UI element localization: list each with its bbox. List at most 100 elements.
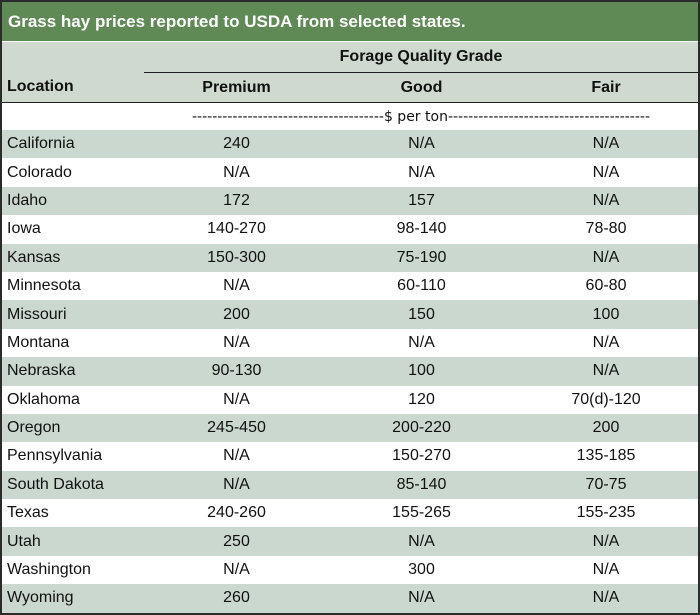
good-cell: 150	[329, 300, 514, 329]
table-body: --------------------------------------$ …	[2, 102, 698, 613]
unit-label: --------------------------------------$ …	[144, 102, 698, 130]
good-column-header: Good	[329, 72, 514, 103]
forage-quality-grade-header: Forage Quality Grade	[144, 42, 698, 73]
premium-cell: N/A	[144, 442, 329, 471]
fair-cell: 200	[514, 413, 698, 443]
fair-cell: N/A	[514, 186, 698, 216]
table-row: California 240 N/A N/A	[2, 130, 698, 159]
table-row: Kansas 150-300 75-190 N/A	[2, 243, 698, 272]
location-cell: Utah	[2, 527, 144, 556]
unit-label-text: --------------------------------------$ …	[191, 108, 651, 125]
premium-cell: 140-270	[144, 215, 329, 244]
fair-cell: N/A	[514, 527, 698, 556]
unit-row: --------------------------------------$ …	[2, 102, 698, 130]
good-cell: N/A	[329, 527, 514, 556]
premium-cell: N/A	[144, 385, 329, 414]
good-cell: 60-110	[329, 271, 514, 301]
group-header-spacer	[2, 42, 144, 73]
premium-cell: N/A	[144, 271, 329, 301]
premium-cell: 200	[144, 300, 329, 329]
fair-cell: 70-75	[514, 470, 698, 500]
location-cell: Pennsylvania	[2, 442, 144, 471]
premium-cell: 240	[144, 130, 329, 159]
table-row: Wyoming 260 N/A N/A	[2, 584, 698, 613]
table-row: Washington N/A 300 N/A	[2, 555, 698, 585]
premium-cell: 90-130	[144, 357, 329, 386]
fair-cell: 155-235	[514, 499, 698, 528]
good-cell: 100	[329, 357, 514, 386]
premium-cell: N/A	[144, 555, 329, 585]
hay-price-table: Forage Quality Grade Location Premium Go…	[2, 42, 698, 613]
location-cell: South Dakota	[2, 470, 144, 500]
table-row: South Dakota N/A 85-140 70-75	[2, 470, 698, 500]
good-cell: 150-270	[329, 442, 514, 471]
premium-cell: 260	[144, 584, 329, 613]
table-row: Oregon 245-450 200-220 200	[2, 413, 698, 443]
premium-cell: N/A	[144, 470, 329, 500]
location-cell: Oregon	[2, 413, 144, 443]
location-cell: Minnesota	[2, 271, 144, 301]
fair-cell: 60-80	[514, 271, 698, 301]
location-cell: Iowa	[2, 215, 144, 244]
location-cell: Nebraska	[2, 357, 144, 386]
location-cell: Idaho	[2, 186, 144, 216]
premium-column-header: Premium	[144, 72, 329, 103]
table-row: Missouri 200 150 100	[2, 300, 698, 329]
premium-cell: N/A	[144, 328, 329, 358]
fair-cell: N/A	[514, 328, 698, 358]
premium-cell: 250	[144, 527, 329, 556]
premium-cell: 240-260	[144, 499, 329, 528]
premium-cell: 172	[144, 186, 329, 216]
unit-row-spacer	[2, 102, 144, 130]
fair-column-header: Fair	[514, 72, 698, 103]
good-cell: 200-220	[329, 413, 514, 443]
fair-cell: N/A	[514, 243, 698, 272]
location-cell: Texas	[2, 499, 144, 528]
table-row: Idaho 172 157 N/A	[2, 186, 698, 216]
good-cell: 120	[329, 385, 514, 414]
good-cell: 85-140	[329, 470, 514, 500]
table-row: Nebraska 90-130 100 N/A	[2, 357, 698, 386]
premium-cell: 245-450	[144, 413, 329, 443]
group-header-row: Forage Quality Grade	[2, 42, 698, 73]
fair-cell: 135-185	[514, 442, 698, 471]
column-header-row: Location Premium Good Fair	[2, 72, 698, 103]
good-cell: N/A	[329, 328, 514, 358]
premium-cell: 150-300	[144, 243, 329, 272]
location-cell: Kansas	[2, 243, 144, 272]
fair-cell: 70(d)-120	[514, 385, 698, 414]
good-cell: N/A	[329, 130, 514, 159]
good-cell: 75-190	[329, 243, 514, 272]
good-cell: 98-140	[329, 215, 514, 244]
location-column-header: Location	[2, 72, 144, 103]
table-title: Grass hay prices reported to USDA from s…	[2, 2, 698, 42]
good-cell: N/A	[329, 584, 514, 613]
good-cell: N/A	[329, 158, 514, 187]
location-cell: Missouri	[2, 300, 144, 329]
location-cell: Oklahoma	[2, 385, 144, 414]
fair-cell: 100	[514, 300, 698, 329]
good-cell: 300	[329, 555, 514, 585]
fair-cell: N/A	[514, 584, 698, 613]
location-cell: California	[2, 130, 144, 159]
table-row: Oklahoma N/A 120 70(d)-120	[2, 385, 698, 414]
table-row: Colorado N/A N/A N/A	[2, 158, 698, 187]
fair-cell: 78-80	[514, 215, 698, 244]
table-row: Iowa 140-270 98-140 78-80	[2, 215, 698, 244]
fair-cell: N/A	[514, 158, 698, 187]
location-cell: Washington	[2, 555, 144, 585]
good-cell: 157	[329, 186, 514, 216]
table-row: Montana N/A N/A N/A	[2, 328, 698, 358]
location-cell: Colorado	[2, 158, 144, 187]
location-cell: Wyoming	[2, 584, 144, 613]
fair-cell: N/A	[514, 357, 698, 386]
table-row: Texas 240-260 155-265 155-235	[2, 499, 698, 528]
premium-cell: N/A	[144, 158, 329, 187]
table-row: Utah 250 N/A N/A	[2, 527, 698, 556]
location-cell: Montana	[2, 328, 144, 358]
fair-cell: N/A	[514, 130, 698, 159]
table-row: Minnesota N/A 60-110 60-80	[2, 271, 698, 301]
table-row: Pennsylvania N/A 150-270 135-185	[2, 442, 698, 471]
fair-cell: N/A	[514, 555, 698, 585]
